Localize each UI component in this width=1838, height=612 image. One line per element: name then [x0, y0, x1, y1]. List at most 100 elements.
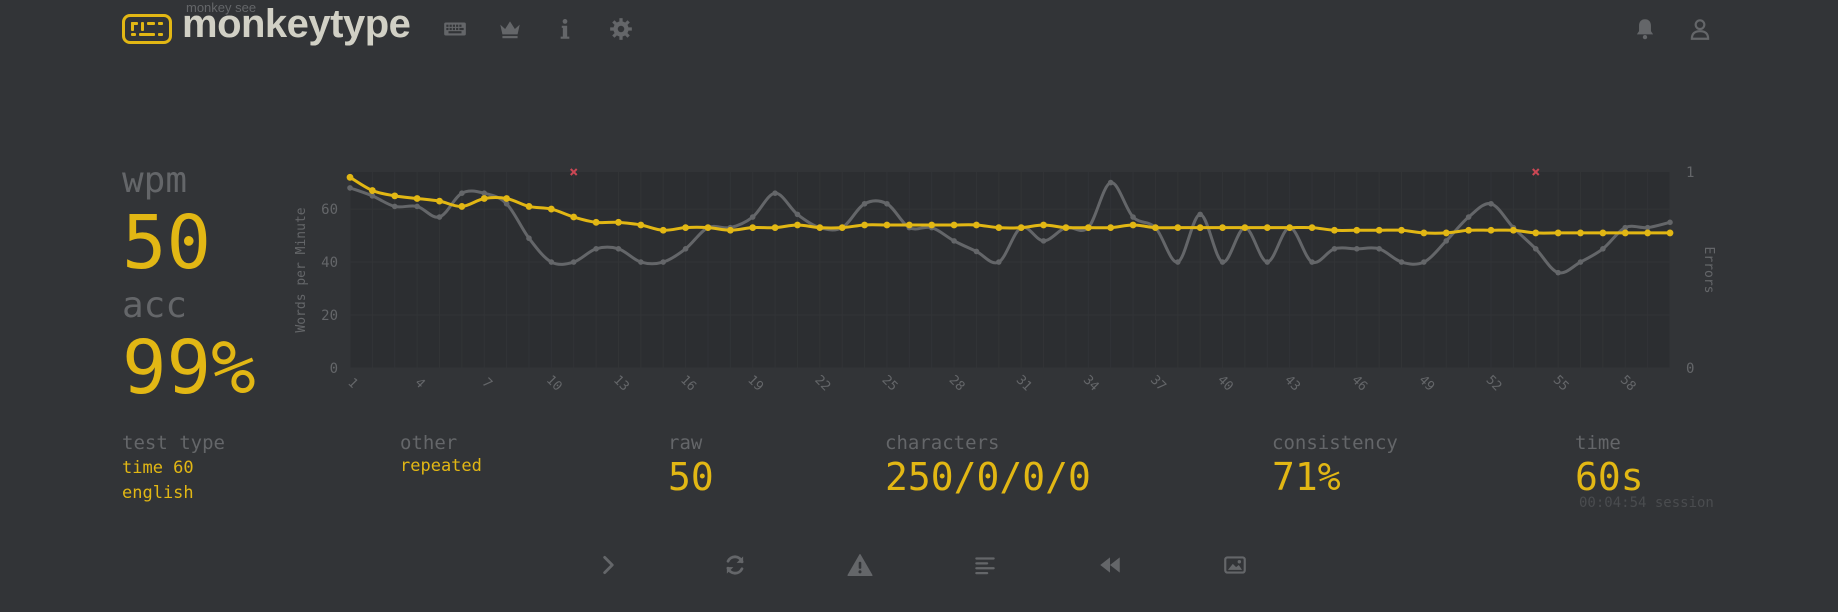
y-tick-label: 20 — [321, 308, 338, 324]
wpm-point — [413, 195, 421, 202]
raw-point — [1421, 259, 1427, 265]
wpm-point — [1599, 229, 1607, 237]
wpm-point — [1174, 224, 1182, 232]
x-tick-label: 4 — [412, 375, 428, 391]
wpm-point — [682, 224, 689, 232]
raw-point — [1667, 219, 1673, 226]
wpm-point — [995, 224, 1003, 232]
session-time: 00:04:54 session — [1579, 495, 1714, 511]
raw-point — [1398, 259, 1405, 265]
test-type-line-1: time 60 — [122, 458, 194, 478]
wpm-point — [1241, 224, 1249, 232]
wpm-point — [503, 195, 511, 202]
user-icon[interactable] — [1687, 16, 1713, 42]
acc-label: acc — [122, 285, 188, 326]
keyboard-icon[interactable] — [442, 16, 468, 42]
raw-point — [526, 235, 532, 242]
raw-point — [1376, 246, 1382, 252]
raw-point — [1532, 246, 1539, 252]
other-label: other — [400, 432, 458, 454]
x-tick-label: 10 — [543, 373, 565, 395]
crown-icon[interactable] — [497, 16, 523, 42]
raw-point — [1353, 246, 1360, 252]
wpm-point — [547, 205, 555, 213]
raw-point — [615, 246, 622, 252]
raw-point — [481, 190, 488, 196]
wpm-point — [1465, 226, 1473, 234]
gear-icon[interactable] — [608, 16, 634, 42]
test-type-label: test type — [122, 432, 225, 454]
wpm-point — [861, 221, 868, 229]
x-tick-label: 19 — [744, 373, 766, 395]
replay-icon[interactable] — [1097, 552, 1123, 578]
wpm-point — [391, 192, 399, 200]
y-tick-label: 40 — [321, 255, 338, 271]
brand-name[interactable]: monkeytype — [182, 2, 411, 46]
wpm-point — [1554, 229, 1562, 237]
raw-point — [638, 259, 644, 265]
wpm-point — [794, 221, 801, 229]
raw-point — [414, 203, 420, 210]
x-tick-label: 55 — [1550, 373, 1572, 395]
wpm-label: wpm — [122, 160, 188, 201]
raw-point — [1443, 238, 1450, 244]
wpm-point — [1017, 224, 1025, 232]
raw-point — [1107, 179, 1114, 186]
screenshot-icon[interactable] — [1222, 552, 1248, 578]
raw-point — [1197, 211, 1203, 218]
raw-point — [570, 259, 577, 265]
wpm-point — [1084, 224, 1092, 232]
raw-point — [1130, 214, 1136, 220]
warning-icon[interactable] — [847, 552, 873, 578]
consistency-label: consistency — [1272, 432, 1398, 454]
y-tick-label: 60 — [321, 202, 338, 218]
x-tick-label: 28 — [946, 373, 968, 395]
wpm-point — [592, 218, 600, 226]
words-history-icon[interactable] — [972, 552, 998, 578]
wpm-point — [950, 221, 958, 229]
error-marker — [570, 168, 578, 176]
wpm-point — [1375, 226, 1383, 234]
raw-point — [503, 200, 510, 207]
raw-value: 50 — [668, 455, 714, 499]
y2-axis-label: Errors — [1701, 247, 1716, 294]
test-type-line-2: english — [122, 483, 194, 503]
y-tick-label: 0 — [330, 361, 338, 377]
wpm-point — [1442, 229, 1450, 237]
wpm-point — [570, 213, 578, 221]
bell-icon[interactable] — [1632, 16, 1658, 42]
wpm-point — [1577, 229, 1584, 237]
wpm-value: 50 — [122, 200, 212, 286]
raw-point — [593, 246, 599, 252]
x-tick-label: 40 — [1214, 373, 1236, 395]
x-tick-label: 13 — [610, 373, 632, 395]
wpm-point — [704, 224, 712, 232]
raw-point — [1040, 238, 1047, 244]
raw-point — [1331, 246, 1338, 252]
time-value: 60s — [1575, 455, 1644, 499]
raw-point — [347, 185, 353, 191]
wpm-point — [1263, 224, 1271, 232]
raw-point — [1600, 246, 1606, 252]
raw-point — [1465, 214, 1472, 220]
wpm-point — [1286, 224, 1294, 232]
consistency-value: 71% — [1272, 455, 1341, 499]
raw-point — [1488, 200, 1494, 207]
next-test-icon[interactable] — [596, 552, 622, 578]
wpm-point — [1621, 229, 1629, 237]
info-icon[interactable] — [552, 16, 578, 42]
characters-value: 250/0/0/0 — [885, 455, 1091, 499]
wpm-point — [368, 187, 376, 194]
raw-point — [436, 214, 443, 220]
x-tick-label: 43 — [1281, 373, 1303, 395]
raw-point — [861, 200, 868, 207]
other-value: repeated — [400, 456, 482, 476]
restart-icon[interactable] — [722, 552, 748, 578]
wpm-point — [1308, 224, 1316, 232]
wpm-point — [1040, 221, 1047, 229]
wpm-point — [1353, 226, 1361, 234]
time-label: time — [1575, 432, 1621, 454]
logo-icon[interactable] — [122, 14, 172, 44]
x-tick-label: 25 — [879, 373, 901, 395]
